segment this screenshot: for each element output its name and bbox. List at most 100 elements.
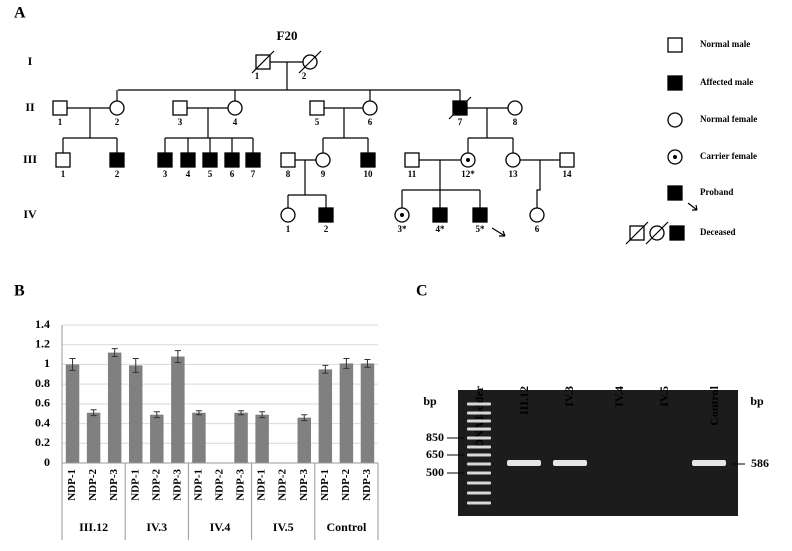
y-tick-label: 1.2 [35,336,50,350]
individual-label: 1 [58,117,63,127]
bar [234,412,248,463]
error-bar [195,410,202,416]
legend-symbol [667,75,683,91]
x-tick-label: NDP-2 [87,469,99,501]
error-bar-line [238,410,245,416]
individual-label: 6 [368,117,373,127]
error-bar [301,414,308,422]
error-bar-line [343,358,350,369]
ladder-band [467,411,491,415]
bar [192,412,206,463]
deceased-slash [298,50,322,74]
individual-label: 8 [513,117,518,127]
x-tick-label: NDP-3 [171,469,183,501]
individual-label: 8 [286,169,291,179]
x-tick-label: NDP-3 [235,469,247,501]
bar [318,369,333,463]
error-bar [90,409,97,417]
family-id: F20 [277,28,298,43]
pedigree-individual [202,152,218,168]
individual-label: 5 [315,117,320,127]
individual-label: 2 [115,169,120,179]
pedigree-individual [309,100,325,116]
legend-label: Affected male [700,77,753,87]
x-tick-label: NDP-1 [129,469,141,501]
x-tick-label: NDP-3 [298,469,310,501]
pedigree-individual [227,100,243,116]
ladder-band [467,462,491,466]
individual-label: 5 [208,169,213,179]
error-bar-line [364,359,371,368]
pedigree-individual [280,152,296,168]
individual-label: 2 [302,71,307,81]
individual-label: 4 [186,169,191,179]
legend-label: Normal male [700,39,750,49]
x-tick-label: NDP-2 [150,469,162,501]
pedigree-lines [62,61,698,237]
unit-label: bp [750,394,764,408]
ladder-band [467,481,491,485]
lane-label: IV.4 [612,386,626,407]
ladder-band [467,419,491,423]
individual-label: 3 [163,169,168,179]
error-bar [153,411,160,419]
individual-label: 2 [324,224,329,234]
error-bar-line [195,410,202,416]
bar [150,414,164,463]
ladder-size: 650 [426,447,444,461]
y-tick-label: 0 [44,455,50,469]
group-label: IV.3 [146,520,167,534]
bar [297,417,312,463]
group-label: Control [327,520,367,534]
carrier-dot [400,213,404,217]
panel-label: A [14,5,26,22]
group-label: IV.4 [210,520,231,534]
individual-label: 1 [255,71,260,81]
error-bar-line [111,348,118,358]
pedigree-individual [157,152,173,168]
pedigree-individual [280,207,296,223]
bar [339,363,354,463]
pedigree-individual [362,100,378,116]
ladder-size: 850 [426,430,444,444]
ladder-band [467,402,491,406]
y-tick-label: 1.4 [35,317,50,331]
generation-label: III [23,152,37,166]
lane-label: DNA ladder [472,385,486,447]
ladder-band [467,491,491,495]
legend-label: Deceased [700,227,736,237]
error-bar-line [153,411,160,419]
carrier-dot [673,155,677,159]
sample-band [553,460,587,466]
x-tick-label: NDP-1 [256,469,268,501]
x-tick-label: NDP-1 [192,469,204,501]
generation-label: I [28,54,33,68]
gel [458,390,738,516]
legend-label: Carrier female [700,151,757,161]
x-tick-label: NDP-2 [214,469,226,501]
panel-label: C [416,283,428,300]
individual-label: 4 [233,117,238,127]
panel-label: B [14,283,25,300]
bar [65,364,80,463]
sample-band [692,460,726,466]
group-label: III.12 [79,520,108,534]
error-bar-line [90,409,97,417]
individual-label: 12* [461,169,475,179]
lane-label: IV.3 [562,386,576,407]
ladder-band [467,445,491,449]
pedigree-individual [172,100,188,116]
error-bar-line [174,350,181,363]
pedigree-individual [109,100,125,116]
lane-label: Control [707,385,721,425]
legend-symbol [667,112,683,128]
deceased-slash [645,221,669,245]
individual-label: 5* [476,224,486,234]
x-tick-label: NDP-3 [361,469,373,501]
bar [128,365,143,463]
lane-label: IV.5 [657,386,671,407]
group-label: IV.5 [273,520,294,534]
error-bar [238,410,245,416]
individual-label: 2 [115,117,120,127]
